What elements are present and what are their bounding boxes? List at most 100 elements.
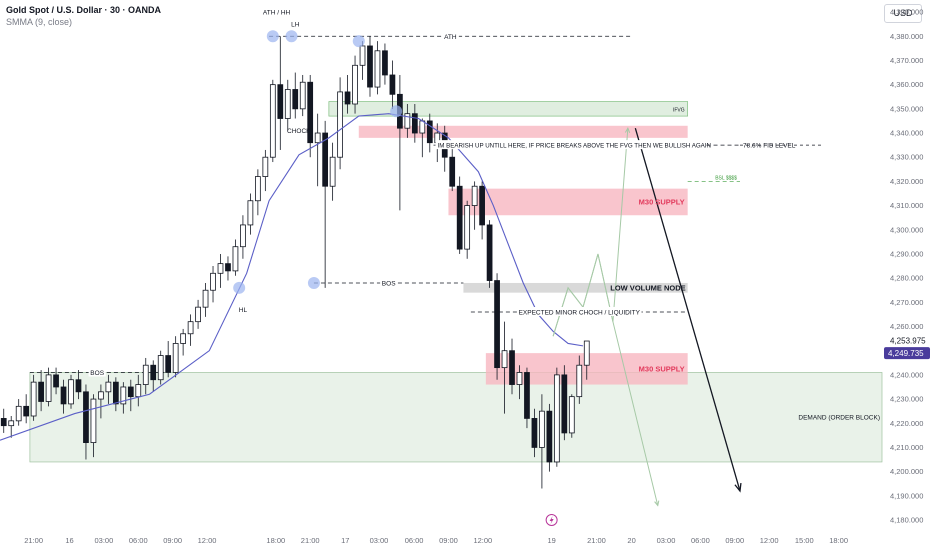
candle	[314, 113, 321, 187]
candle-body	[531, 418, 538, 448]
fvg-zone-label: IFVG	[673, 107, 685, 113]
candle	[60, 379, 67, 414]
x-tick-label: 06:00	[129, 536, 148, 545]
hh-marker[interactable]	[352, 35, 365, 48]
candle-body	[389, 74, 396, 95]
candle	[404, 104, 411, 138]
x-tick-label: 21:00	[24, 536, 43, 545]
candle	[374, 41, 381, 95]
candle-body	[8, 420, 15, 427]
x-tick-label: 06:00	[405, 536, 424, 545]
y-tick-label: 4,290.000	[890, 249, 923, 258]
candle	[240, 215, 246, 259]
candle	[23, 394, 30, 424]
candle	[501, 321, 508, 414]
candle-body	[225, 263, 231, 272]
candle	[531, 408, 538, 458]
indicator-legend[interactable]: SMMA (9, close)	[6, 17, 73, 27]
candle	[426, 113, 433, 153]
y-tick-label: 4,300.000	[890, 225, 923, 234]
candle	[232, 239, 239, 276]
candle	[367, 36, 373, 97]
candle	[53, 367, 59, 395]
candle-body	[352, 64, 358, 105]
fib-line-label: 78.6% FIB LEVEL	[743, 143, 796, 150]
candle-body	[45, 374, 52, 402]
x-tick-label: 12:00	[473, 536, 492, 545]
candle	[299, 74, 306, 117]
fvg-touch-marker[interactable]	[390, 105, 403, 118]
symbol-title: Gold Spot / U.S. Dollar · 30 · OANDA	[6, 5, 162, 15]
candle	[142, 357, 149, 395]
candle-body	[165, 355, 172, 373]
candle-body	[426, 120, 433, 144]
candle-body	[255, 176, 261, 202]
candle	[217, 253, 224, 288]
demand-zone-label: DEMAND (ORDER BLOCK)	[798, 415, 880, 422]
candle	[277, 36, 284, 150]
candle	[255, 169, 261, 216]
currency-button[interactable]: USD	[884, 4, 922, 23]
bos-line-mid-label-bg	[380, 277, 398, 287]
projection-bullish	[552, 128, 629, 337]
y-tick-label: 4,260.000	[890, 322, 923, 331]
candle-body	[374, 50, 381, 88]
candle	[456, 176, 463, 254]
candle	[359, 41, 366, 80]
x-tick-label: 18:00	[266, 536, 285, 545]
candle	[539, 394, 545, 489]
lightning-glyph	[549, 516, 554, 524]
y-tick-label: 4,350.000	[890, 104, 923, 113]
ath-marker[interactable]	[266, 30, 279, 43]
y-tick-label: 4,190.000	[890, 491, 923, 500]
x-tick-label: 09:00	[725, 536, 744, 545]
candle-body	[583, 340, 590, 366]
candle-body	[135, 384, 142, 398]
candle-body	[75, 379, 82, 393]
candle	[75, 370, 82, 400]
y-tick-label: 4,340.000	[890, 129, 923, 138]
candle-body	[292, 89, 299, 110]
candle-body	[568, 396, 575, 434]
candle-body	[471, 185, 478, 206]
candle	[583, 340, 590, 380]
ath-line-label: ATH	[444, 34, 457, 41]
hl-marker[interactable]	[233, 281, 246, 294]
candle-body	[269, 84, 276, 158]
candle	[292, 72, 299, 119]
candle-body	[90, 398, 97, 444]
candle-body	[299, 81, 306, 110]
candle	[187, 314, 194, 346]
x-tick-label: 19	[547, 536, 555, 545]
lh-marker[interactable]	[285, 30, 298, 43]
candle	[464, 200, 471, 259]
bos-line-left-label-bg	[88, 367, 106, 377]
candle-body	[553, 374, 560, 463]
candle-body	[15, 405, 22, 422]
bos-line-mid-label: BOS	[382, 280, 396, 287]
candle	[15, 399, 22, 426]
bos-marker[interactable]	[307, 276, 320, 289]
candle	[202, 282, 209, 317]
candle-body	[449, 156, 456, 187]
x-tick-label: 09:00	[439, 536, 458, 545]
candle-body	[277, 84, 284, 119]
candle-body	[247, 200, 254, 226]
candle	[382, 43, 388, 85]
x-tick-label: 21:00	[587, 536, 606, 545]
choch-line-label: EXPECTED MINOR CHOCH / LIQUIDITY	[519, 310, 641, 317]
candle-body	[127, 386, 134, 398]
candle-body	[576, 364, 583, 398]
candle	[576, 355, 583, 404]
candle	[165, 341, 172, 378]
candle	[524, 367, 530, 429]
candle	[561, 365, 568, 441]
candle	[553, 367, 560, 467]
current-price-tag: 4,249.735	[888, 349, 924, 358]
candle	[411, 104, 418, 143]
candle-body	[359, 45, 366, 66]
candle-body	[98, 391, 104, 400]
y-tick-label: 4,330.000	[890, 153, 923, 162]
candle-body	[501, 350, 508, 369]
